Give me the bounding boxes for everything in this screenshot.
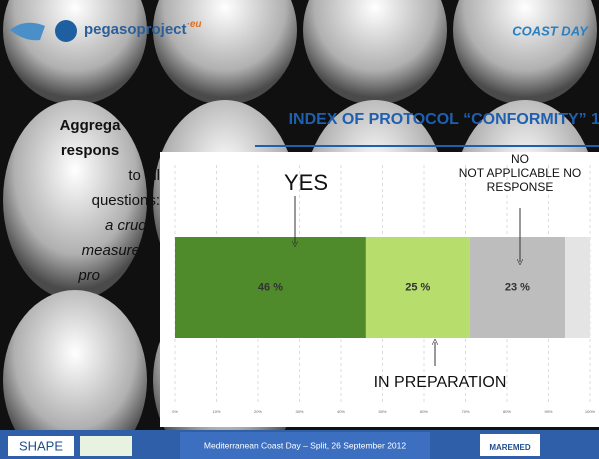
left-text-line: a crude: [105, 217, 155, 234]
left-text-line: respons: [61, 142, 119, 159]
annotation: IN PREPARATION: [374, 374, 507, 391]
x-tick-label: 60%: [420, 409, 428, 414]
page: pegasoproject·eu COAST DAY INDEX OF PROT…: [0, 0, 599, 459]
logo-left: pegasoproject·eu: [84, 19, 202, 38]
left-text-line: Aggrega: [60, 117, 122, 134]
value-label: 25 %: [405, 281, 430, 293]
left-text-line: to all: [128, 167, 160, 184]
logo-right: COAST DAY: [512, 23, 589, 38]
x-tick-label: 80%: [503, 409, 511, 414]
x-tick-label: 30%: [295, 409, 303, 414]
footer-text: Mediterranean Coast Day – Split, 26 Sept…: [204, 440, 407, 450]
x-tick-label: 70%: [461, 409, 469, 414]
value-label: 46 %: [258, 281, 283, 293]
x-tick-label: 100%: [585, 409, 596, 414]
footer-logo-right: MAREMED: [489, 443, 531, 452]
logo-mark: [55, 20, 77, 42]
slide: pegasoproject·eu COAST DAY INDEX OF PROT…: [0, 0, 599, 459]
annotation: YES: [284, 170, 328, 195]
footer-logo-2: [80, 436, 132, 456]
x-tick-label: 90%: [544, 409, 552, 414]
annotation: RESPONSE: [487, 180, 554, 194]
x-tick-label: 50%: [378, 409, 386, 414]
slide-title: INDEX OF PROTOCOL “CONFORMITY” 1: [289, 111, 599, 128]
logo-suffix: ·eu: [187, 19, 202, 30]
left-text-line: measure: [82, 242, 140, 259]
footer-logo-left: SHAPE: [19, 438, 63, 453]
left-text-line: questions:: [92, 192, 160, 209]
bar-segment: [565, 237, 590, 338]
annotation: NO: [511, 152, 529, 166]
x-tick-label: 40%: [337, 409, 345, 414]
left-text-line: pro: [77, 267, 100, 284]
x-tick-label: 10%: [212, 409, 220, 414]
annotation: NOT APPLICABLE NO: [459, 166, 582, 180]
logo-text: pegasoproject: [84, 21, 187, 38]
x-tick-label: 0%: [172, 409, 178, 414]
value-label: 23 %: [505, 281, 530, 293]
x-tick-label: 20%: [254, 409, 262, 414]
